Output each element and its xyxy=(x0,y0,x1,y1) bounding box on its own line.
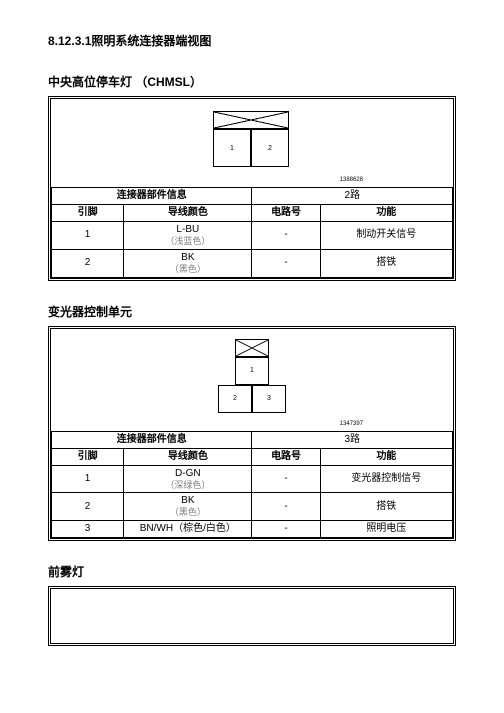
table-row: 连接器部件信息 3路 xyxy=(52,431,453,448)
cell-circuit: - xyxy=(252,249,320,277)
cell-circuit: - xyxy=(252,493,320,521)
pin-cell: 3 xyxy=(252,385,286,413)
cell-circuit: - xyxy=(252,521,320,538)
table-row: 1D-GN（深绿色）-变光器控制信号 xyxy=(52,465,453,493)
table-row: 2BK（黑色）-搭铁 xyxy=(52,249,453,277)
col-wire: 导线颜色 xyxy=(124,448,252,465)
table-row: 3BN/WH（棕色/白色）-照明电压 xyxy=(52,521,453,538)
table-row: 引脚 导线颜色 电路号 功能 xyxy=(52,205,453,222)
col-pin: 引脚 xyxy=(52,448,124,465)
cell-pin: 1 xyxy=(52,222,124,250)
cell-wire: BK（黑色） xyxy=(124,493,252,521)
connector-box-chmsl: 121388628 连接器部件信息 2路 引脚 导线颜色 电路号 功能 1L-B… xyxy=(48,96,456,281)
col-circuit: 电路号 xyxy=(252,448,320,465)
cell-wire: L-BU（浅蓝色） xyxy=(124,222,252,250)
cell-pin: 1 xyxy=(52,465,124,493)
cell-func: 照明电压 xyxy=(320,521,452,538)
ways-label: 3路 xyxy=(252,431,453,448)
section-title-dimmer: 变光器控制单元 xyxy=(48,303,456,320)
figure-number: 1388628 xyxy=(340,177,363,183)
connector-shell xyxy=(235,339,269,357)
page-title: 8.12.3.1照明系统连接器端视图 xyxy=(48,32,456,49)
cell-pin: 2 xyxy=(52,249,124,277)
col-func: 功能 xyxy=(320,448,452,465)
col-pin: 引脚 xyxy=(52,205,124,222)
pin-cell: 2 xyxy=(251,129,289,167)
section-title-frontfog: 前雾灯 xyxy=(48,563,456,580)
connector-box-dimmer: 1231347397 连接器部件信息 3路 引脚 导线颜色 电路号 功能 1D-… xyxy=(48,326,456,542)
col-func: 功能 xyxy=(320,205,452,222)
cell-wire: BK（黑色） xyxy=(124,249,252,277)
col-circuit: 电路号 xyxy=(252,205,320,222)
info-label: 连接器部件信息 xyxy=(52,188,252,205)
connector-table-dimmer: 连接器部件信息 3路 引脚 导线颜色 电路号 功能 1D-GN（深绿色）-变光器… xyxy=(51,431,453,539)
connector-diagram-dimmer: 123 1347397 xyxy=(51,329,453,431)
cell-func: 搭铁 xyxy=(320,493,452,521)
cell-func: 制动开关信号 xyxy=(320,222,452,250)
cell-pin: 3 xyxy=(52,521,124,538)
pin-cell: 1 xyxy=(213,129,251,167)
cell-circuit: - xyxy=(252,222,320,250)
cell-wire: D-GN（深绿色） xyxy=(124,465,252,493)
section-title-chmsl: 中央高位停车灯 （CHMSL） xyxy=(48,73,456,90)
connector-diagram-chmsl: 12 1388628 xyxy=(51,99,453,187)
pin-row: 12 xyxy=(213,129,289,167)
col-wire: 导线颜色 xyxy=(124,205,252,222)
cell-wire: BN/WH（棕色/白色） xyxy=(124,521,252,538)
connector-table-chmsl: 连接器部件信息 2路 引脚 导线颜色 电路号 功能 1L-BU（浅蓝色）-制动开… xyxy=(51,187,453,278)
connector-shell xyxy=(213,111,289,129)
cell-func: 搭铁 xyxy=(320,249,452,277)
cell-pin: 2 xyxy=(52,493,124,521)
info-label: 连接器部件信息 xyxy=(52,431,252,448)
pin-cell: 1 xyxy=(235,357,269,385)
figure-number: 1347397 xyxy=(340,421,363,427)
table-row: 1L-BU（浅蓝色）-制动开关信号 xyxy=(52,222,453,250)
ways-label: 2路 xyxy=(252,188,453,205)
cell-func: 变光器控制信号 xyxy=(320,465,452,493)
pin-row: 1 xyxy=(235,357,269,385)
pin-row: 23 xyxy=(218,385,286,413)
pin-cell: 2 xyxy=(218,385,252,413)
table-row: 连接器部件信息 2路 xyxy=(52,188,453,205)
table-row: 引脚 导线颜色 电路号 功能 xyxy=(52,448,453,465)
connector-box-frontfog xyxy=(48,586,456,646)
table-row: 2BK（黑色）-搭铁 xyxy=(52,493,453,521)
cell-circuit: - xyxy=(252,465,320,493)
